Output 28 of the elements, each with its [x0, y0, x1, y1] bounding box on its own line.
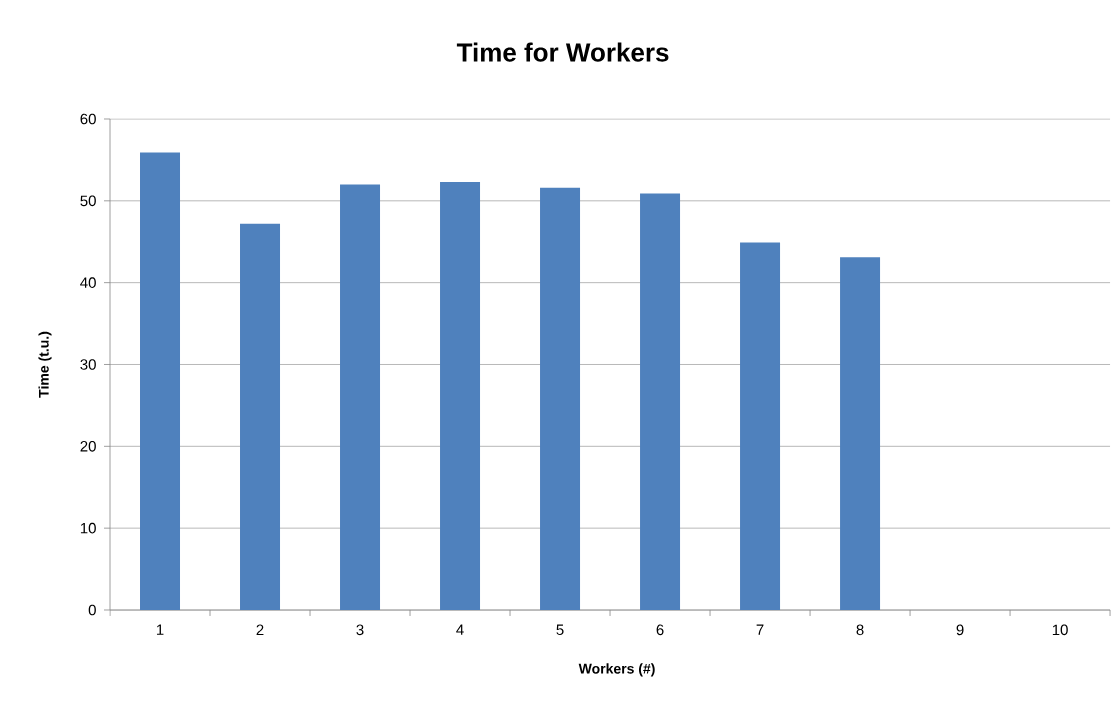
x-tick-label: 10 — [1052, 624, 1068, 636]
x-tick-label: 1 — [156, 624, 164, 635]
chart-title: Time for Workers — [456, 42, 669, 62]
bar — [340, 184, 381, 610]
x-tick-label: 8 — [856, 624, 864, 636]
y-tick-label: 50 — [80, 195, 96, 207]
y-tick-label: 40 — [80, 277, 96, 288]
bar — [740, 242, 781, 610]
x-tick-label: 5 — [556, 624, 564, 635]
x-tick-label: 9 — [956, 624, 964, 636]
x-tick-label: 3 — [356, 624, 364, 636]
bar — [540, 187, 581, 610]
y-tick-label: 60 — [80, 113, 96, 125]
x-tick-label: 7 — [756, 624, 764, 635]
bar — [640, 193, 681, 610]
bar — [840, 257, 881, 610]
y-tick-label: 0 — [88, 604, 96, 616]
bar — [440, 182, 481, 610]
y-axis-title: Time (t.u.) — [38, 331, 52, 398]
y-tick-label: 20 — [80, 441, 96, 452]
x-tick-label: 6 — [656, 624, 664, 636]
x-tick-label: 2 — [256, 624, 264, 635]
bar — [240, 223, 281, 610]
y-tick-label: 10 — [80, 522, 96, 534]
x-tick-label: 4 — [456, 624, 464, 635]
x-axis-title: Workers (#) — [578, 663, 655, 677]
y-tick-label: 30 — [80, 359, 96, 370]
bar — [140, 152, 181, 610]
